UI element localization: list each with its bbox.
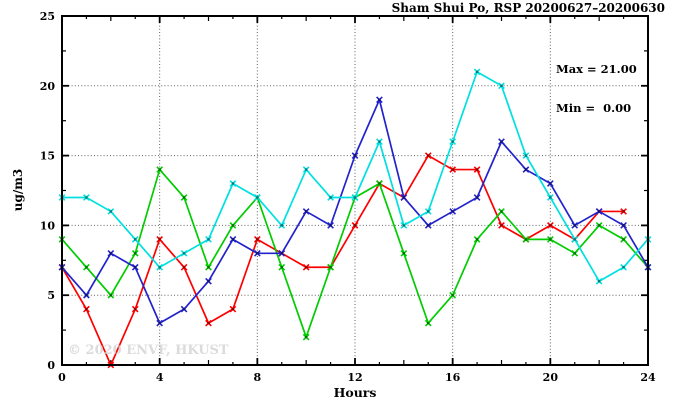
y-axis-label: ug/m3 <box>11 168 25 212</box>
stats-annotation: Max = 21.00 Min = 0.00 <box>556 37 637 141</box>
svg-text:20: 20 <box>40 80 56 93</box>
watermark-text: © 2020 ENVF, HKUST <box>68 343 229 358</box>
x-axis-label: Hours <box>333 385 377 400</box>
svg-text:0: 0 <box>47 359 55 372</box>
svg-text:20: 20 <box>543 371 559 384</box>
svg-text:0: 0 <box>58 371 66 384</box>
svg-text:24: 24 <box>640 371 656 384</box>
svg-text:16: 16 <box>445 371 461 384</box>
svg-text:5: 5 <box>47 289 55 302</box>
svg-text:25: 25 <box>40 10 55 23</box>
svg-text:15: 15 <box>40 150 55 163</box>
svg-text:10: 10 <box>40 219 56 232</box>
max-value-label: Max = 21.00 <box>556 62 637 76</box>
svg-text:8: 8 <box>254 371 262 384</box>
chart-title: Sham Shui Po, RSP 20200627–20200630 <box>391 1 665 15</box>
series-blue <box>58 96 652 327</box>
svg-text:4: 4 <box>156 371 164 384</box>
series-red <box>58 152 627 369</box>
svg-text:12: 12 <box>347 371 362 384</box>
min-value-label: Min = 0.00 <box>556 101 632 115</box>
series-cyan <box>58 68 652 285</box>
